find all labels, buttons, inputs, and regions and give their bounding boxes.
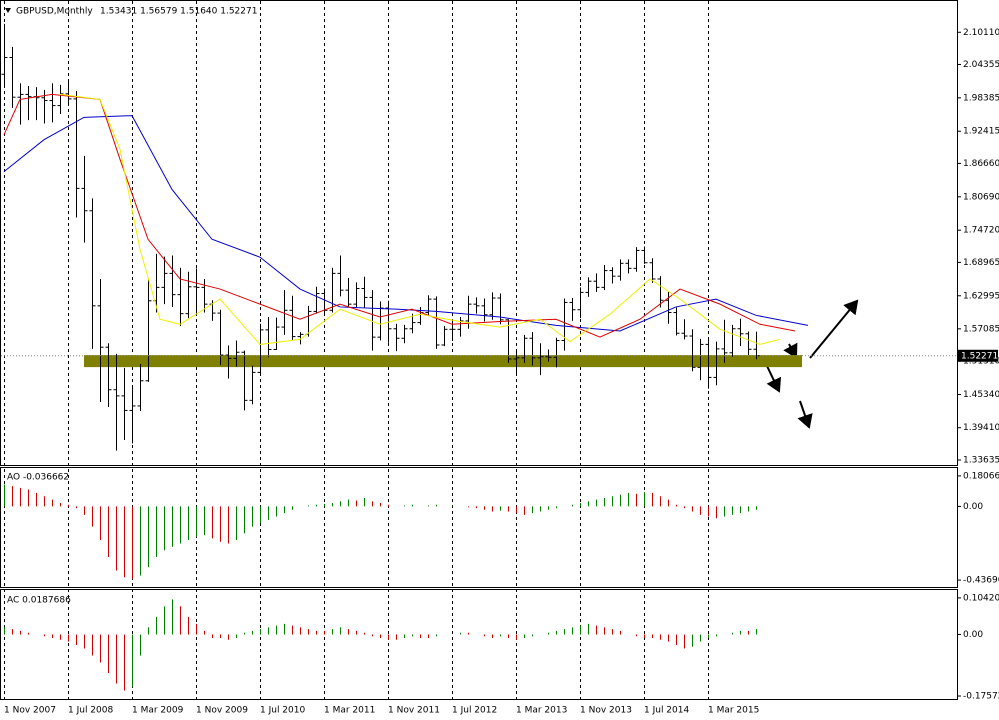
arrow — [797, 400, 813, 429]
x-tick-label: 1 Jul 2010 — [260, 706, 305, 716]
y-tick-label: 2.04355 — [963, 60, 999, 70]
x-tick-label: 1 Jul 2014 — [644, 706, 689, 716]
x-tick-label: 1 Nov 2011 — [388, 706, 440, 716]
arrow — [809, 299, 859, 359]
y-tick-label: 1.74720 — [963, 226, 999, 236]
y-tick-label: -0.175721 — [963, 692, 999, 702]
symbol-title: GBPUSD,Monthly — [16, 7, 93, 17]
y-tick-label: 0.00 — [963, 630, 983, 640]
y-tick-label: 1.98385 — [963, 93, 999, 103]
moving-average — [3, 115, 809, 332]
y-tick-label: 1.45340 — [963, 390, 999, 400]
arrow — [783, 342, 798, 359]
ac-panel — [0, 589, 958, 700]
y-tick-label: 1.80690 — [963, 192, 999, 202]
x-tick-label: 1 Nov 2009 — [196, 706, 248, 716]
y-tick-label: 0.00 — [963, 502, 983, 512]
x-tick-label: 1 Mar 2015 — [708, 706, 759, 716]
quote: 1.53431 1.56579 1.51640 1.52271 — [100, 7, 257, 17]
ao-title: AO -0.036662 — [7, 473, 69, 483]
y-tick-label: 1.39410 — [963, 423, 999, 433]
y-tick-label: 2.10110 — [963, 28, 999, 38]
x-tick-label: 1 Nov 2013 — [580, 706, 632, 716]
arrow — [766, 365, 782, 393]
x-tick-label: 1 Mar 2013 — [516, 706, 567, 716]
moving-average — [59, 93, 781, 345]
moving-average — [3, 93, 796, 338]
x-tick-label: 1 Nov 2007 — [4, 706, 56, 716]
y-tick-label: 0.104206 — [963, 593, 999, 603]
x-tick-label: 1 Mar 2009 — [132, 706, 184, 716]
last-price-label: 1.52271 — [961, 351, 998, 361]
y-tick-label: 1.57085 — [963, 324, 999, 334]
y-tick-label: 1.62995 — [963, 291, 999, 301]
drawn-arrows — [766, 299, 859, 429]
x-tick-label: 1 Jul 2012 — [452, 706, 497, 716]
y-tick-label: 1.86660 — [963, 159, 999, 169]
menu-icon — [5, 8, 11, 13]
main-panel — [0, 0, 958, 466]
y-tick-label: -0.436968 — [963, 576, 999, 586]
x-tick-label: 1 Mar 2011 — [324, 706, 375, 716]
y-tick-label: 0.180669 — [963, 471, 999, 481]
ohlc-bars — [1, 23, 760, 451]
ac-title: AC 0.0187686 — [7, 596, 71, 606]
y-tick-label: 1.92415 — [963, 127, 999, 137]
ao-panel — [0, 467, 958, 588]
x-tick-label: 1 Jul 2008 — [68, 706, 113, 716]
support-zone — [84, 355, 802, 368]
last-price-box — [958, 349, 998, 362]
y-tick-label: 1.68965 — [963, 258, 999, 268]
y-tick-label: 1.33635 — [963, 455, 999, 465]
